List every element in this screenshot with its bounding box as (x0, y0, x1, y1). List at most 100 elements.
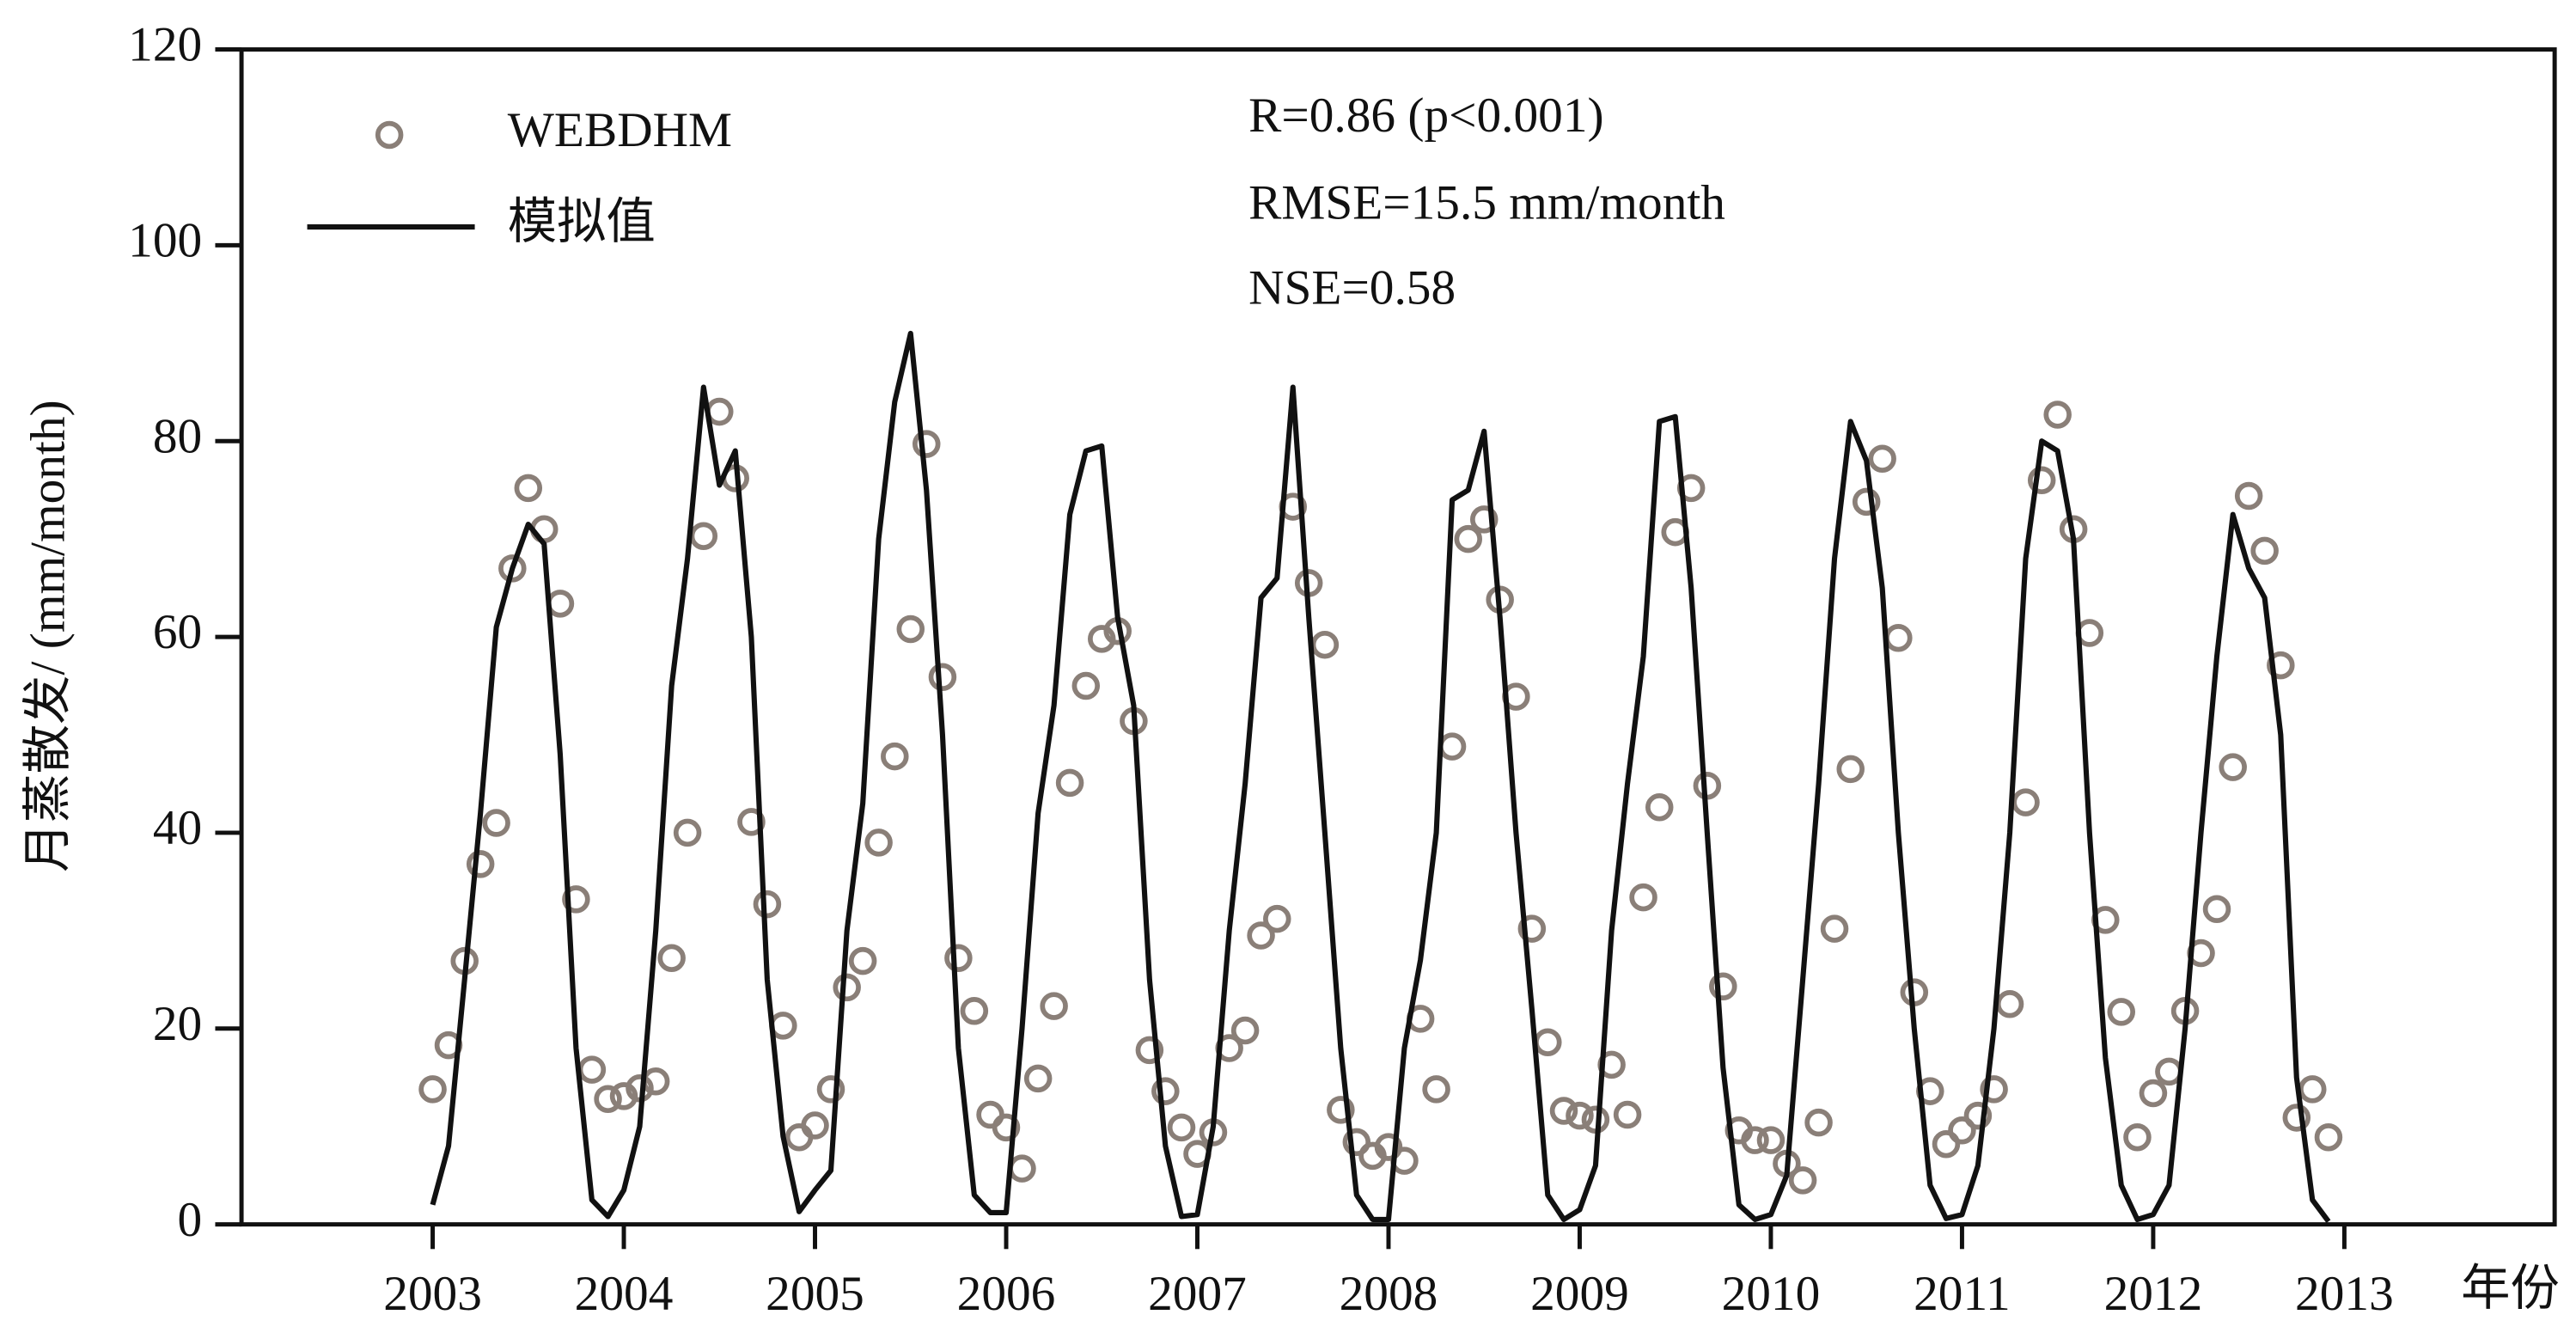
data-point (1932, 1129, 1961, 1159)
data-point (482, 809, 510, 837)
y-tick-label: 60 (153, 605, 202, 659)
data-point (1071, 671, 1101, 700)
y-tick-label: 80 (153, 409, 202, 463)
annotation: RMSE=15.5 mm/month (1248, 175, 1725, 229)
data-point (1135, 1036, 1164, 1065)
x-tick-label: 2008 (1340, 1267, 1438, 1321)
y-tick-label: 120 (128, 18, 202, 72)
legend-label: WEBDHM (508, 103, 732, 157)
x-axis-label: 年份 (2461, 1262, 2560, 1316)
x-tick-label: 2010 (1722, 1267, 1821, 1321)
x-tick-label: 2009 (1530, 1267, 1629, 1321)
line (430, 330, 2331, 1224)
data-point (1008, 1154, 1036, 1183)
data-point (466, 850, 495, 878)
data-point (944, 944, 973, 973)
data-point (562, 885, 590, 914)
x-tick-label: 2004 (575, 1267, 674, 1321)
x-tick-label: 2006 (957, 1267, 1056, 1321)
annotation: R=0.86 (p<0.001) (1248, 89, 1604, 143)
data-point (2027, 466, 2056, 495)
data-point (2011, 788, 2040, 816)
data-point (1788, 1166, 1817, 1195)
x-tick-label: 2012 (2104, 1267, 2203, 1321)
data-point (1342, 1128, 1371, 1157)
data-point (594, 1085, 622, 1114)
data-point (816, 1075, 845, 1104)
data-point (1055, 768, 1084, 798)
data-point (673, 818, 702, 847)
data-point (801, 1111, 829, 1140)
y-tick-label: 0 (178, 1193, 203, 1247)
y-axis-label: 月蒸散发/ (mm/month) (21, 400, 75, 872)
legend-label: 模拟值 (508, 195, 656, 249)
data-point (577, 1055, 607, 1084)
x-tick-label: 2003 (383, 1267, 482, 1321)
data-point (2043, 401, 2072, 429)
data-point (2139, 1079, 2168, 1108)
y-tick-label: 40 (153, 801, 202, 855)
data-point (1087, 625, 1116, 653)
data-point (1517, 914, 1547, 943)
x-tick-label: 2013 (2295, 1267, 2394, 1321)
data-point (1230, 1016, 1260, 1045)
data-point (1310, 630, 1340, 659)
data-point (1963, 1101, 1993, 1130)
data-point (1645, 793, 1674, 822)
data-point (657, 944, 686, 973)
data-point (2155, 1057, 2183, 1086)
data-point (2250, 536, 2279, 566)
data-point (1023, 1064, 1053, 1093)
data-point (1534, 1028, 1562, 1056)
data-point (546, 590, 575, 618)
data-point (2234, 481, 2263, 511)
data-point (1804, 1108, 1833, 1137)
data-point (1327, 1096, 1355, 1124)
data-point (689, 522, 718, 550)
data-point (753, 890, 782, 919)
data-point (609, 1082, 638, 1110)
data-point (1422, 1075, 1450, 1104)
data-point (1374, 1133, 1403, 1161)
x-tick-label: 2005 (766, 1267, 864, 1321)
x-tick-label: 2011 (1914, 1267, 2011, 1321)
y-tick-label: 20 (153, 997, 202, 1051)
data-point (1469, 505, 1499, 534)
data-point (1167, 1113, 1196, 1142)
data-point (1868, 444, 1896, 473)
data-point (2267, 651, 2295, 680)
data-point (784, 1122, 814, 1152)
data-point (2123, 1122, 2152, 1152)
data-point (1613, 1100, 1642, 1129)
data-point (848, 946, 877, 975)
data-point (928, 663, 957, 692)
data-point (881, 742, 909, 771)
data-point (2282, 1104, 2311, 1132)
data-point (1980, 1075, 2008, 1104)
data-point (1438, 732, 1467, 761)
data-point (1741, 1126, 1769, 1154)
data-point (498, 554, 527, 583)
data-point (1852, 487, 1881, 517)
data-point (1995, 990, 2024, 1018)
data-point (1566, 1101, 1594, 1130)
data-point (2219, 753, 2247, 781)
data-point (2298, 1075, 2327, 1104)
data-point (2314, 1122, 2343, 1152)
data-point (1884, 623, 1913, 652)
data-point (960, 997, 989, 1025)
data-point (1263, 904, 1291, 933)
x-tick-label: 2007 (1148, 1267, 1247, 1321)
data-point (1948, 1116, 1976, 1145)
data-point (992, 1113, 1021, 1142)
data-point (1549, 1097, 1578, 1125)
data-point (1040, 992, 1068, 1020)
data-point (1247, 921, 1275, 950)
data-point (912, 430, 941, 458)
annotation: NSE=0.58 (1248, 261, 1456, 315)
data-point (833, 973, 861, 1002)
data-point (1756, 1126, 1785, 1154)
data-point (514, 474, 543, 503)
